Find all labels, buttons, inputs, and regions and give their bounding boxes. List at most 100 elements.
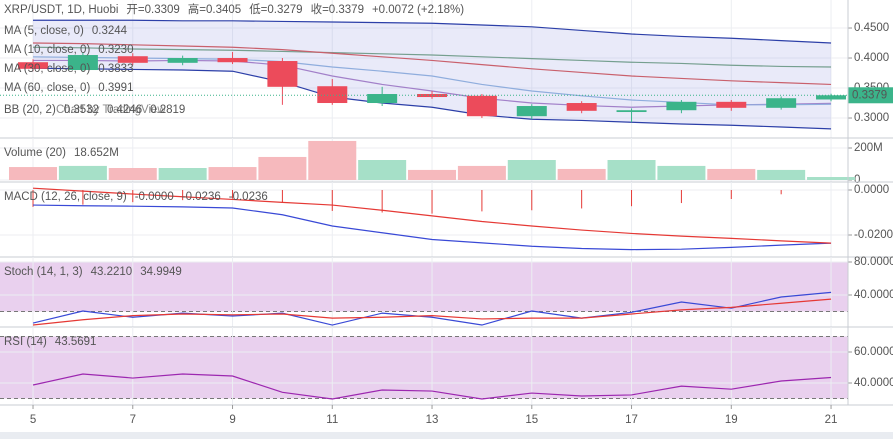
axis-background [848,0,893,439]
indicator-line [32,298,832,326]
bb-upper [33,19,832,44]
x-tick-label: 9 [229,414,235,426]
candle-body [616,110,647,113]
indicator-line [33,204,832,251]
candle-body [18,62,49,69]
legend-value: -0.0000 [135,191,174,203]
ohlc-label: 高=0.3405 [188,2,241,16]
volume-bar [707,168,756,180]
bb-lower [33,67,832,130]
volume-bar [657,165,706,180]
y-tick-label: 60.0000 [854,346,893,358]
y-tick-label: 0.0000 [854,184,889,196]
legend-value: 0.3833 [98,63,133,75]
legend-value: 18.652M [74,147,119,159]
x-tick-label: 19 [725,414,738,426]
volume-bar [158,168,207,180]
legend-value: 43.2210 [91,266,133,278]
ma-line [33,56,832,106]
band [0,261,848,312]
x-tick-label: 17 [625,414,638,426]
legend-value: -0.0236 [229,191,268,203]
legend-value: 0.3230 [98,44,133,56]
legend-value: 0.4246 [107,104,142,116]
y-tick-label: 200M [854,142,883,154]
y-tick-label: 80.0000 [854,256,893,268]
legend-name: Volume (20) [4,147,66,159]
legend-name: RSI (14) [4,336,47,348]
legend-name: MA (60, close, 0) [4,82,90,94]
y-tick-label: 0.4500 [854,22,889,34]
legend-name: MACD (12, 26, close, 9) [4,191,127,203]
x-tick-label: 15 [525,414,538,426]
change-label: +0.0072 (+2.18%) [372,4,464,16]
legend-value: 34.9949 [140,266,182,278]
candle-body [317,86,348,104]
y-tick-label: 40.0000 [854,377,893,389]
volume-bar [408,169,457,180]
legend-name: BB (20, 2) [4,104,56,116]
legend-value: -0.0236 [182,191,221,203]
chart-title: XRP/USDT, 1D, Huobi [4,4,118,16]
y-tick-label: 0.4000 [854,52,889,64]
candle-body [117,56,148,63]
last-price-label: 0.3379 [852,89,887,101]
candle-body [167,58,198,63]
candle-body [367,94,398,104]
volume-bar [308,140,357,180]
volume-bar [757,169,806,180]
volume-bar [358,160,407,180]
candle-body [666,101,697,111]
volume-bar [607,160,656,180]
candle-body [566,103,597,111]
candle-body [766,98,797,108]
x-tick-label: 5 [30,414,36,426]
ma-line [33,42,832,86]
indicator-line [32,373,832,400]
ohlc-label: 收=0.3379 [311,2,364,16]
volume-bar [507,160,556,180]
y-tick-label: 0 [854,174,860,186]
legend-value: 0.3532 [64,104,99,116]
volume-bar [108,168,157,180]
volume-bar [557,168,606,180]
legend-value: 0.2819 [150,104,185,116]
x-tick-label: 7 [130,414,136,426]
candle-body [466,95,497,117]
band [0,336,848,399]
legend-value: 0.3991 [98,82,133,94]
watermark: Chart by TradingView [56,104,166,116]
legend-value: 43.5691 [55,336,97,348]
volume-bar [208,167,257,180]
candle-body [716,101,747,108]
volume-bar [807,177,856,180]
legend-name: MA (30, close, 0) [4,63,90,75]
candle-body [217,58,248,63]
y-tick-label: 0.3000 [854,112,889,124]
candle-body [516,106,547,117]
volume-bar [58,165,107,180]
ohlc-label: 开=0.3309 [126,4,179,16]
y-tick-label: -0.0200 [854,229,893,241]
ohlc-label: 低=0.3279 [249,3,302,16]
legend-name: MA (5, close, 0) [4,25,84,37]
legend-name: MA (10, close, 0) [4,44,90,56]
volume-bar [9,167,58,180]
indicator-line [32,187,832,244]
bottom-bar [0,432,893,439]
ma-line [33,46,832,68]
volume-bar [457,165,506,180]
x-tick-label: 21 [825,414,838,426]
volume-bar [258,156,307,180]
x-tick-label: 11 [326,414,338,426]
candle-body [67,55,98,71]
bb-fill [33,20,832,129]
x-tick-label: 13 [426,414,439,426]
y-tick-label: 40.0000 [854,289,893,301]
candle-body [267,61,298,87]
candle-body [816,95,847,100]
last-price-box [848,87,893,104]
legend-value: 0.3244 [92,25,128,37]
legend-name: Stoch (14, 1, 3) [4,266,83,278]
